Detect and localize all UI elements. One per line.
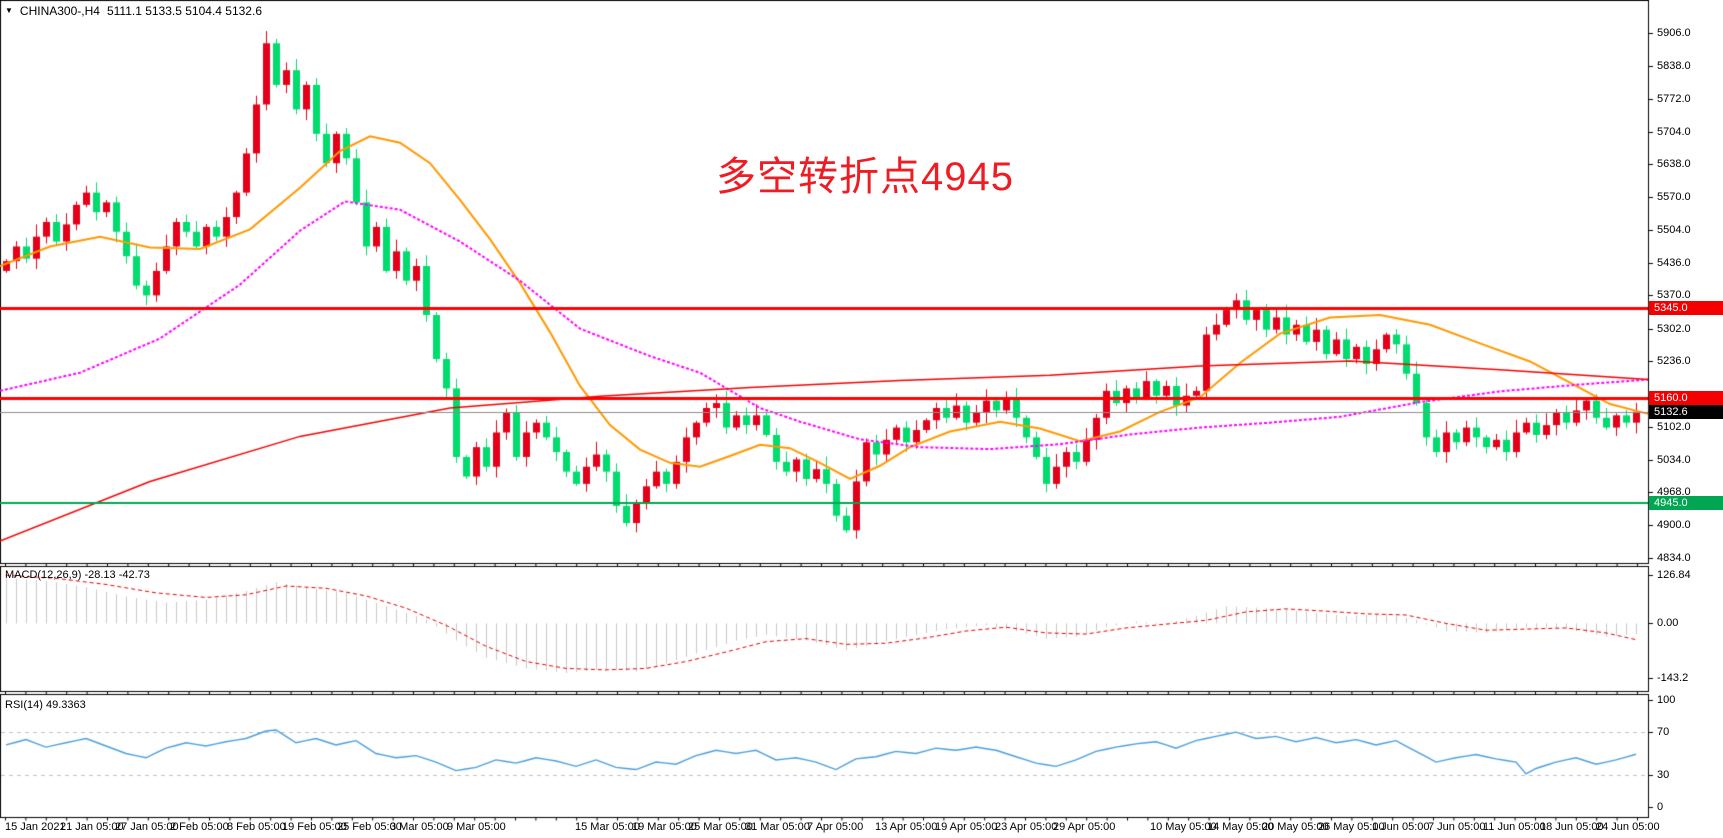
- price-axis-tick-label: 5570.0: [1657, 191, 1691, 204]
- price-axis-tick-label: 5236.0: [1657, 355, 1691, 367]
- x-axis-date-label: 10 May 05:00: [1150, 821, 1217, 833]
- x-axis-date-label: 9 Mar 05:00: [447, 821, 506, 833]
- x-axis-date-label: 27 Jan 05:00: [115, 821, 179, 833]
- price-level-badge: 5132.6: [1649, 404, 1723, 419]
- x-axis-date-label: 26 May 05:00: [1318, 821, 1385, 833]
- price-axis-tick-label: 4834.0: [1657, 551, 1691, 564]
- macd-axis-tick-label: 126.84: [1657, 569, 1691, 581]
- x-axis-date-label: 25 Feb 05:00: [337, 821, 402, 833]
- x-axis-date-label: 15 Mar 05:00: [575, 821, 640, 833]
- price-axis-tick-label: 5302.0: [1657, 322, 1691, 335]
- rsi-axis-tick-label: 30: [1657, 768, 1670, 781]
- price-level-badge: 5160.0: [1649, 391, 1723, 406]
- x-axis-date-label: 29 Apr 05:00: [1053, 821, 1116, 833]
- price-axis-tick-label: 5034.0: [1657, 453, 1691, 466]
- rsi-axis-tick-label: 0: [1657, 801, 1664, 813]
- macd-indicator-label: MACD(12,26,9) -28.13 -42.73: [5, 569, 150, 581]
- price-axis-tick-label: 5906.0: [1657, 27, 1691, 39]
- price-axis-tick-label: 4900.0: [1657, 519, 1691, 532]
- x-axis-date-label: 18 Jun 05:00: [1540, 821, 1604, 833]
- x-axis-date-label: 15 Jan 2021: [5, 821, 66, 833]
- x-axis-date-label: 8 Feb 05:00: [227, 821, 286, 833]
- x-axis-date-label: 19 Feb 05:00: [282, 821, 347, 833]
- chart-header: ▼ CHINA300-,H4 5111.1 5133.5 5104.4 5132…: [5, 4, 262, 18]
- macd-axis-tick-label: 0.00: [1657, 617, 1679, 630]
- macd-axis-tick-label: -143.2: [1657, 672, 1689, 684]
- price-level-badge: 5345.0: [1649, 300, 1723, 315]
- price-level-badge: 4945.0: [1649, 496, 1723, 511]
- price-axis-tick-label: 5704.0: [1657, 125, 1691, 138]
- price-axis-tick-label: 5638.0: [1657, 158, 1691, 171]
- x-axis-date-label: 19 Mar 05:00: [632, 821, 697, 833]
- x-axis-date-label: 1 Jun 05:00: [1372, 821, 1430, 833]
- rsi-axis-tick-label: 100: [1657, 694, 1676, 706]
- x-axis-date-label: 14 May 05:00: [1207, 821, 1274, 833]
- rsi-axis-tick-label: 70: [1657, 726, 1670, 739]
- price-axis-tick-label: 5504.0: [1657, 223, 1691, 236]
- x-axis-date-label: 23 Apr 05:00: [995, 821, 1058, 833]
- x-axis-date-label: 3 Mar 05:00: [390, 821, 449, 833]
- price-axis-tick-label: 5370.0: [1657, 289, 1691, 302]
- x-axis-date-label: 13 Apr 05:00: [875, 821, 938, 833]
- chart-ohlc-values: 5111.1 5133.5 5104.4 5132.6: [106, 4, 262, 18]
- price-axis-tick-label: 5436.0: [1657, 257, 1691, 270]
- x-axis-date-label: 31 Mar 05:00: [745, 821, 810, 833]
- x-axis-date-label: 20 May 05:00: [1262, 821, 1329, 833]
- x-axis-date-label: 21 Jan 05:00: [60, 821, 124, 833]
- x-axis-date-label: 7 Jun 05:00: [1428, 821, 1486, 833]
- x-axis-date-label: 19 Apr 05:00: [935, 821, 998, 833]
- x-axis-date-label: 2 Feb 05:00: [170, 821, 229, 833]
- x-axis-date-label: 25 Mar 05:00: [688, 821, 753, 833]
- price-axis-tick-label: 5838.0: [1657, 60, 1691, 73]
- x-axis-date-label: 24 Jun 05:00: [1596, 821, 1660, 833]
- price-axis-tick-label: 4968.0: [1657, 486, 1691, 499]
- chart-annotation: 多空转折点4945: [716, 155, 1014, 199]
- price-axis-tick-label: 5772.0: [1657, 92, 1691, 105]
- rsi-indicator-label: RSI(14) 49.3363: [5, 699, 86, 711]
- x-axis-date-label: 11 Jun 05:00: [1483, 821, 1546, 833]
- symbol-dropdown-icon: ▼: [5, 6, 13, 15]
- price-axis-tick-label: 5102.0: [1657, 420, 1691, 433]
- x-axis-date-label: 7 Apr 05:00: [807, 821, 864, 833]
- chart-symbol-label: CHINA300-,H4: [19, 4, 100, 18]
